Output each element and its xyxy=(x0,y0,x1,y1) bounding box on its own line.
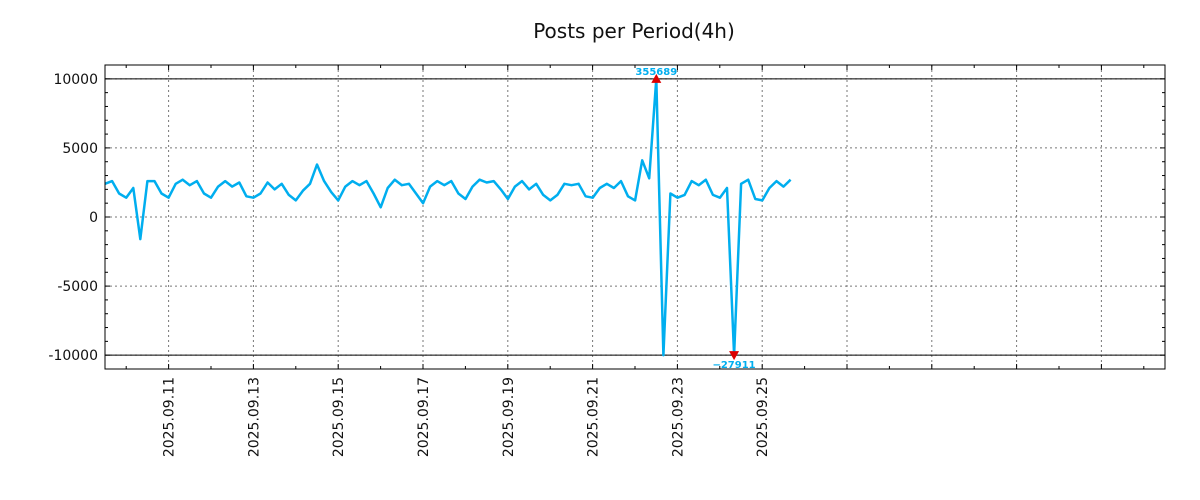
annotation-marker xyxy=(729,351,740,361)
y-tick-label: -5000 xyxy=(57,279,98,295)
series-layer xyxy=(104,77,792,357)
x-tick-label: 2025.09.17 xyxy=(416,377,432,457)
y-tick-label: -10000 xyxy=(48,348,98,364)
annotation-label: −27911 xyxy=(712,360,755,371)
y-tick-label: 10000 xyxy=(53,72,98,88)
x-tick-label: 2025.09.21 xyxy=(586,377,602,457)
x-axis: 2025.09.11 2025.09.13 2025.09.15 2025.09.17… xyxy=(125,65,1145,457)
reference-lines xyxy=(105,78,1165,356)
x-tick-label: 2025.09.19 xyxy=(501,377,517,457)
x-tick-label: 2025.09.13 xyxy=(246,377,262,457)
x-tick-label: 2025.09.23 xyxy=(670,377,686,457)
y-tick-label: 0 xyxy=(89,210,98,226)
series-line-posts xyxy=(104,77,792,357)
x-tick-label: 2025.09.11 xyxy=(162,377,178,457)
y-axis: 10000 5000 0 -5000 -10000 xyxy=(48,72,1165,364)
x-tick-label: 2025.09.25 xyxy=(755,377,771,457)
x-tick-label: 2025.09.15 xyxy=(331,377,347,457)
annotation-layer: 355689 −27911 xyxy=(635,67,755,371)
annotation-label: 355689 xyxy=(635,67,677,78)
grid-layer xyxy=(105,65,1165,369)
annotation-marker xyxy=(651,73,662,83)
y-tick-label: 5000 xyxy=(62,141,98,157)
chart-title: Posts per Period(4h) xyxy=(533,19,735,43)
